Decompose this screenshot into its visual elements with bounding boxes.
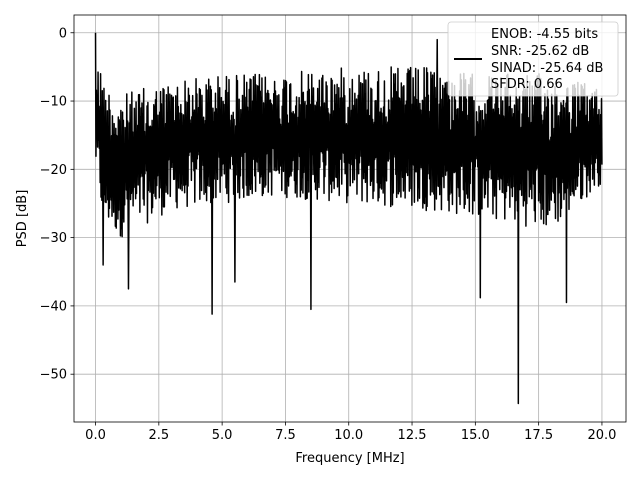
psd-series-line [94,32,603,405]
x-tick-label: 20.0 [587,428,616,443]
legend-snr: SNR: -25.62 dB [491,44,589,59]
y-tick-label: 0 [59,26,67,41]
plot-frame [73,14,627,423]
y-axis-label: PSD [dB] [15,190,30,248]
x-ticks: 0.0 2.5 5.0 7.5 10.0 12.5 15.0 17.5 20.0 [85,422,616,443]
axes [73,14,627,423]
data-layer [94,32,603,405]
y-tick-label: −20 [40,163,67,178]
y-tick-label: −50 [40,368,67,383]
x-axis-label: Frequency [MHz] [295,451,404,466]
x-tick-label: 2.5 [148,428,169,443]
y-tick-label: −40 [40,299,67,314]
legend-sinad: SINAD: -25.64 dB [491,61,603,76]
x-tick-label: 10.0 [334,428,363,443]
y-tick-label: −30 [40,231,67,246]
y-tick-label: −10 [40,95,67,110]
x-tick-label: 15.0 [461,428,490,443]
x-tick-label: 12.5 [398,428,427,443]
legend-enob: ENOB: -4.55 bits [491,27,598,42]
x-tick-label: 5.0 [212,428,233,443]
x-tick-label: 7.5 [275,428,296,443]
x-tick-label: 0.0 [85,428,106,443]
legend-sfdr: SFDR: 0.66 [491,77,563,92]
legend-box [447,21,619,97]
x-tick-label: 17.5 [524,428,553,443]
y-ticks: 0 −10 −20 −30 −40 −50 [40,26,74,383]
legend: ENOB: -4.55 bits SNR: -25.62 dB SINAD: -… [447,21,619,97]
